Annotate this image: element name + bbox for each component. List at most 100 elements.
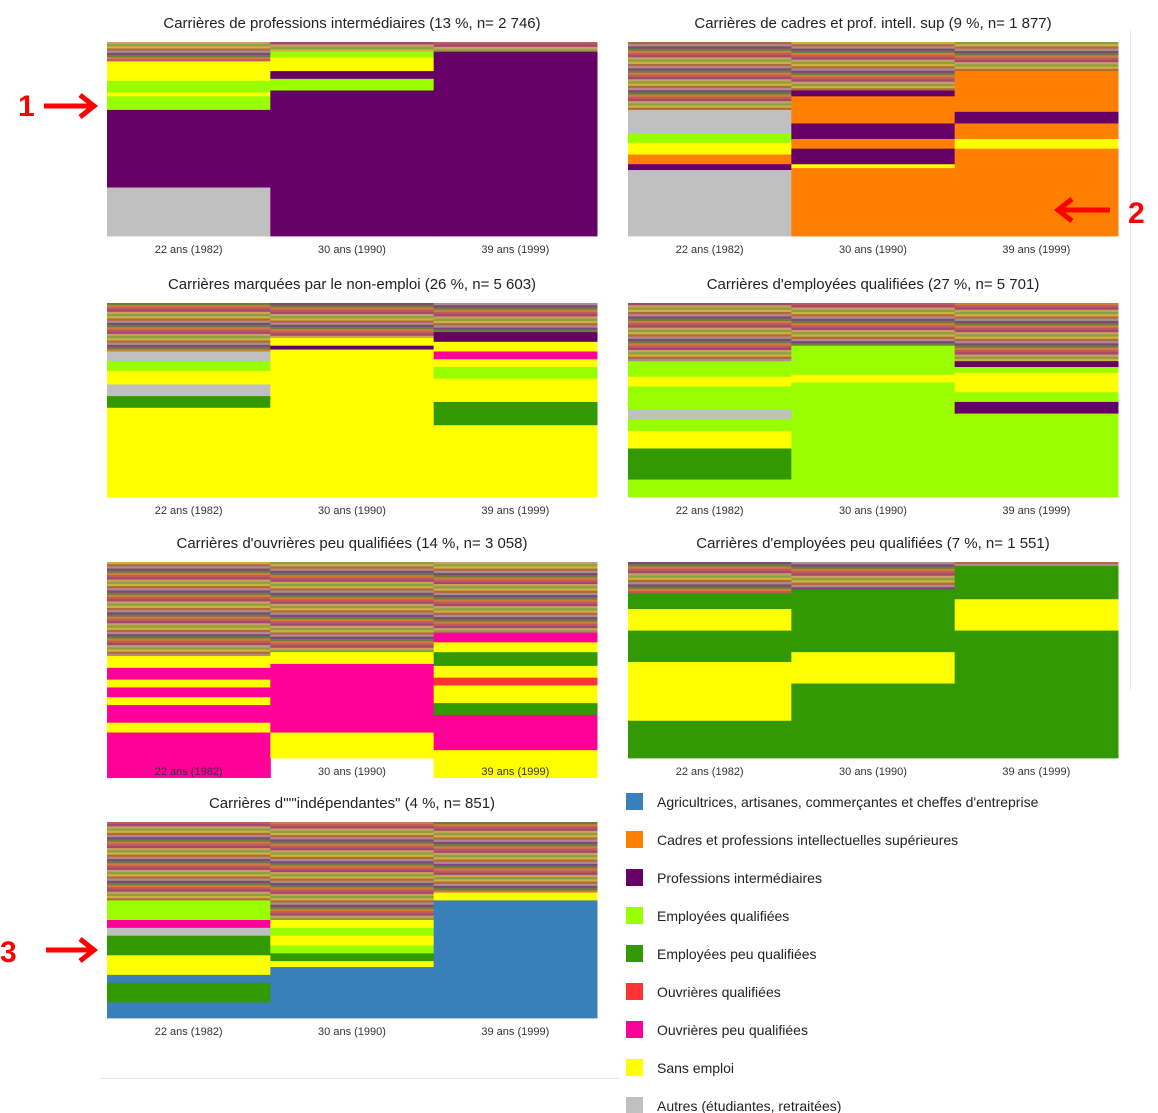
mixed-sequence-stripe bbox=[270, 627, 435, 631]
sequence-block-s bbox=[628, 376, 792, 387]
sequence-block-c bbox=[628, 154, 792, 165]
sequence-block-eq bbox=[954, 413, 1119, 498]
mixed-sequence-stripe bbox=[270, 616, 435, 620]
mixed-sequence-stripe bbox=[628, 103, 792, 106]
sequence-block-au bbox=[107, 927, 271, 937]
mixed-sequence-stripe bbox=[270, 605, 435, 609]
mixed-sequence-stripe bbox=[107, 333, 271, 337]
mixed-sequence-stripe bbox=[107, 850, 271, 853]
annotation-arrow-head bbox=[78, 937, 99, 963]
mixed-sequence-stripe bbox=[107, 349, 271, 352]
sequence-block-s bbox=[628, 142, 792, 155]
mixed-sequence-stripe bbox=[628, 44, 792, 47]
mixed-sequence-stripe bbox=[270, 649, 435, 653]
mixed-sequence-stripe bbox=[628, 329, 792, 333]
mixed-sequence-stripe bbox=[628, 68, 792, 71]
mixed-sequence-stripe bbox=[433, 49, 598, 53]
mixed-sequence-stripe bbox=[270, 874, 435, 877]
mixed-sequence-stripe bbox=[107, 856, 271, 860]
mixed-sequence-stripe bbox=[433, 46, 598, 50]
mixed-sequence-stripe bbox=[791, 83, 956, 87]
mixed-sequence-stripe bbox=[791, 316, 956, 320]
mixed-sequence-stripe bbox=[107, 586, 271, 589]
mixed-sequence-stripe bbox=[270, 327, 435, 330]
sequence-block-s bbox=[433, 378, 598, 403]
mixed-sequence-stripe bbox=[270, 623, 435, 627]
mixed-sequence-stripe bbox=[954, 48, 1119, 52]
mixed-sequence-stripe bbox=[270, 826, 435, 829]
mixed-sequence-stripe bbox=[270, 579, 435, 583]
sequence-block-op bbox=[107, 920, 271, 929]
mixed-sequence-stripe bbox=[628, 87, 792, 91]
mixed-sequence-stripe bbox=[954, 314, 1119, 317]
mixed-sequence-stripe bbox=[107, 594, 271, 598]
sequence-block-s bbox=[270, 920, 435, 929]
mixed-sequence-stripe bbox=[107, 832, 271, 836]
mixed-sequence-stripe bbox=[433, 610, 598, 614]
mixed-sequence-stripe bbox=[270, 562, 435, 565]
mixed-sequence-stripe bbox=[791, 66, 956, 69]
mixed-sequence-stripe bbox=[107, 859, 271, 862]
mixed-sequence-stripe bbox=[628, 591, 792, 594]
mixed-sequence-stripe bbox=[107, 57, 271, 60]
sequence-block-eq bbox=[954, 367, 1119, 374]
sequence-block-s bbox=[107, 656, 271, 669]
mixed-sequence-stripe bbox=[433, 881, 598, 885]
mixed-sequence-stripe bbox=[791, 566, 956, 570]
sequence-block-s bbox=[270, 732, 435, 759]
mixed-sequence-stripe bbox=[270, 915, 435, 919]
mixed-sequence-stripe bbox=[433, 575, 598, 578]
mixed-sequence-stripe bbox=[791, 59, 956, 63]
mixed-sequence-stripe bbox=[107, 636, 271, 639]
sequence-block-ep bbox=[791, 589, 956, 604]
legend-swatch-c bbox=[626, 831, 643, 848]
legend-label: Employées qualifiées bbox=[657, 908, 789, 924]
sequence-block-ep bbox=[433, 401, 598, 426]
mixed-sequence-stripe bbox=[270, 896, 435, 899]
mixed-sequence-stripe bbox=[628, 325, 792, 329]
sequence-block-c bbox=[791, 96, 956, 124]
chart-panels: Carrières de professions intermédiaires … bbox=[107, 15, 1119, 1038]
sequence-block-c bbox=[954, 148, 1119, 237]
sequence-block-ep bbox=[791, 603, 956, 620]
mixed-sequence-stripe bbox=[628, 582, 792, 585]
sequence-block-ep bbox=[954, 565, 1119, 600]
mixed-sequence-stripe bbox=[433, 630, 598, 633]
mixed-sequence-stripe bbox=[433, 320, 598, 324]
mixed-sequence-stripe bbox=[433, 592, 598, 596]
mixed-sequence-stripe bbox=[107, 344, 271, 348]
annotation-number: 3 bbox=[0, 936, 17, 969]
sequence-block-s bbox=[433, 359, 598, 368]
mixed-sequence-stripe bbox=[628, 55, 792, 58]
sequence-block-ep bbox=[791, 683, 956, 759]
mixed-sequence-stripe bbox=[954, 53, 1119, 56]
mixed-sequence-stripe bbox=[628, 107, 792, 111]
sequence-block-p bbox=[628, 164, 792, 171]
mixed-sequence-stripe bbox=[433, 617, 598, 620]
mixed-sequence-stripe bbox=[954, 338, 1119, 342]
sequence-block-au bbox=[628, 170, 792, 237]
mixed-sequence-stripe bbox=[107, 824, 271, 827]
mixed-sequence-stripe bbox=[628, 564, 792, 567]
mixed-sequence-stripe bbox=[628, 354, 792, 358]
mixed-sequence-stripe bbox=[791, 64, 956, 67]
sequence-block-eq bbox=[628, 386, 792, 411]
chart-title: Carrières d'employées qualifiées (27 %, … bbox=[707, 276, 1040, 293]
mixed-sequence-stripe bbox=[433, 868, 598, 871]
mixed-sequence-stripe bbox=[270, 830, 435, 834]
mixed-sequence-stripe bbox=[107, 638, 271, 642]
legend-label: Autres (étudiantes, retraitées) bbox=[657, 1098, 841, 1113]
mixed-sequence-stripe bbox=[791, 53, 956, 56]
mixed-sequence-stripe bbox=[107, 610, 271, 613]
mixed-sequence-stripe bbox=[791, 61, 956, 65]
mixed-sequence-stripe bbox=[433, 581, 598, 585]
mixed-sequence-stripe bbox=[107, 42, 271, 45]
mixed-sequence-stripe bbox=[107, 621, 271, 624]
mixed-sequence-stripe bbox=[433, 879, 598, 882]
mixed-sequence-stripe bbox=[107, 645, 271, 648]
mixed-sequence-stripe bbox=[270, 303, 435, 306]
mixed-sequence-stripe bbox=[107, 46, 271, 49]
mixed-sequence-stripe bbox=[107, 869, 271, 873]
mixed-sequence-stripe bbox=[628, 570, 792, 574]
